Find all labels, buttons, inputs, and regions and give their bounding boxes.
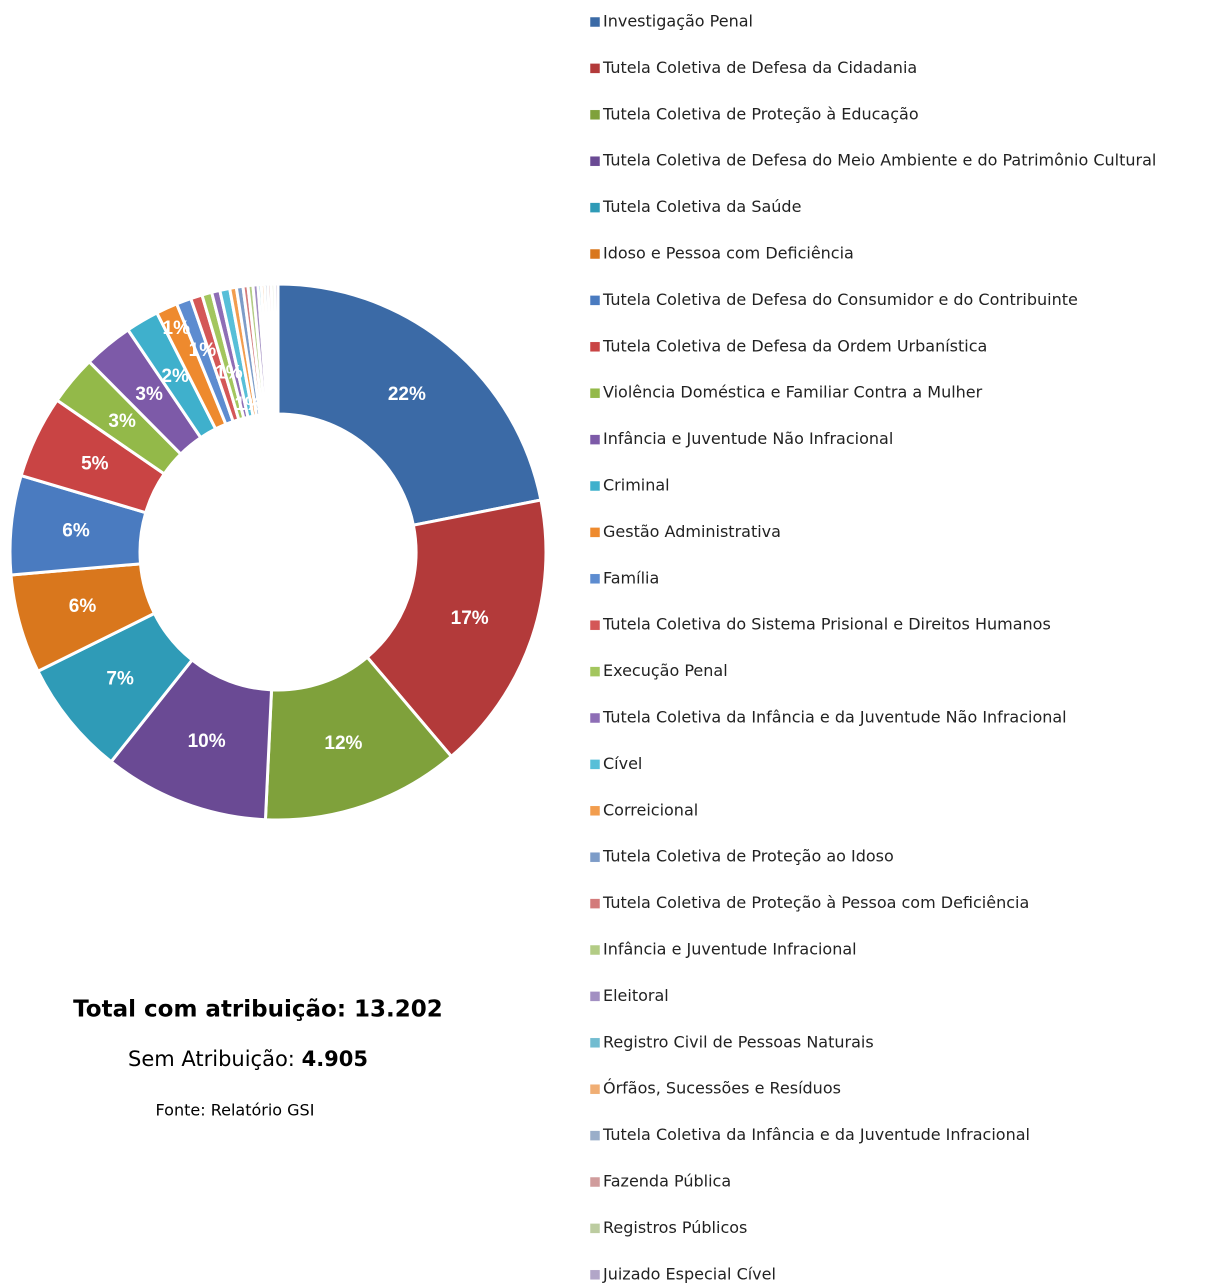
legend-swatch — [589, 573, 601, 585]
data-label: 1% — [163, 318, 191, 339]
legend-label: Execução Penal — [603, 661, 728, 680]
legend-swatch — [589, 898, 601, 909]
legend-swatch — [589, 248, 601, 260]
legend-label: Idoso e Pessoa com Deficiência — [603, 244, 854, 263]
data-label: 22% — [388, 384, 426, 405]
legend-swatch — [589, 1176, 601, 1188]
data-label: 6% — [62, 520, 90, 541]
legend-label: Tutela Coletiva de Proteção à Pessoa com… — [602, 893, 1029, 912]
data-label: 3% — [135, 384, 163, 405]
legend-swatch — [589, 434, 601, 445]
legend-swatch — [589, 944, 601, 956]
data-label: 10% — [188, 731, 226, 752]
legend-swatch — [589, 666, 601, 677]
legend-label: Investigação Penal — [603, 12, 753, 31]
legend-swatch — [589, 759, 601, 770]
legend-swatch — [589, 991, 601, 1002]
data-label: 7% — [106, 669, 134, 690]
legend-swatch — [589, 63, 601, 74]
legend-label: Tutela Coletiva de Proteção ao Idoso — [602, 847, 894, 866]
legend-label: Tutela Coletiva da Infância e da Juventu… — [602, 708, 1067, 727]
legend-swatch — [589, 1130, 601, 1141]
legend-label: Registro Civil de Pessoas Naturais — [603, 1032, 874, 1051]
pie-slice — [365, 498, 548, 759]
legend-label: Tutela Coletiva de Proteção à Educação — [602, 104, 919, 123]
legend-swatch — [589, 202, 601, 213]
legend-label: Tutela Coletiva de Defesa do Meio Ambien… — [602, 151, 1156, 170]
legend-label: Família — [603, 568, 659, 587]
data-label: 1% — [215, 363, 243, 384]
legend-swatch — [589, 155, 601, 167]
legend-swatch — [589, 712, 601, 724]
legend-swatch — [589, 851, 601, 863]
legend-label: Tutela Coletiva da Saúde — [602, 197, 801, 216]
legend-label: Gestão Administrativa — [603, 522, 781, 541]
legend-swatch — [589, 1083, 601, 1095]
legend-swatch — [589, 619, 601, 631]
legend-label: Tutela Coletiva da Infância e da Juventu… — [602, 1125, 1030, 1144]
unassigned-value: 4.905 — [302, 1047, 368, 1071]
legend-label: Tutela Coletiva do Sistema Prisional e D… — [602, 615, 1051, 634]
legend-label: Infância e Juventude Infracional — [603, 940, 857, 959]
legend-swatch — [589, 387, 601, 399]
data-label: 5% — [81, 454, 109, 475]
total-label: Total com atribuição: 13.202 — [73, 997, 443, 1023]
legend-label: Fazenda Pública — [603, 1172, 731, 1191]
legend-swatch — [589, 1223, 601, 1234]
legend-label: Correicional — [603, 800, 698, 819]
legend-label: Órfãos, Sucessões e Resíduos — [603, 1079, 841, 1098]
legend-swatch — [589, 1269, 601, 1281]
data-label: 3% — [108, 411, 136, 432]
data-label: 1% — [234, 394, 262, 415]
data-label: 6% — [69, 596, 97, 617]
pie-slice — [276, 282, 543, 527]
legend-swatch — [589, 341, 601, 353]
unassigned: Sem Atribuição: 4.905 — [128, 1047, 368, 1071]
legend-label: Eleitoral — [603, 986, 669, 1005]
legend-swatch — [589, 295, 601, 306]
data-label: 17% — [451, 608, 489, 629]
legend-swatch — [589, 805, 601, 817]
legend-label: Criminal — [603, 476, 670, 495]
unassigned-label: Sem Atribuição: — [128, 1047, 295, 1071]
data-label: 1% — [189, 340, 217, 361]
legend-swatch — [589, 527, 601, 538]
legend-swatch — [589, 480, 601, 492]
legend-swatch — [589, 1037, 601, 1049]
legend-swatch — [589, 109, 601, 121]
pie-slice — [273, 282, 280, 416]
legend-label: Tutela Coletiva de Defesa da Cidadania — [602, 58, 917, 77]
legend-label: Violência Doméstica e Familiar Contra a … — [603, 383, 983, 402]
legend-label: Tutela Coletiva de Defesa da Ordem Urban… — [602, 336, 987, 355]
legend-label: Juizado Especial Cível — [602, 1264, 776, 1283]
source: Fonte: Relatório GSI — [156, 1101, 315, 1120]
legend-label: Registros Públicos — [603, 1218, 747, 1237]
legend-label: Cível — [603, 754, 642, 773]
data-label: 12% — [324, 733, 362, 754]
data-label: 2% — [161, 366, 189, 387]
legend-label: Infância e Juventude Não Infracional — [603, 429, 893, 448]
legend-swatch — [589, 16, 601, 28]
legend-label: Tutela Coletiva de Defesa do Consumidor … — [602, 290, 1078, 309]
